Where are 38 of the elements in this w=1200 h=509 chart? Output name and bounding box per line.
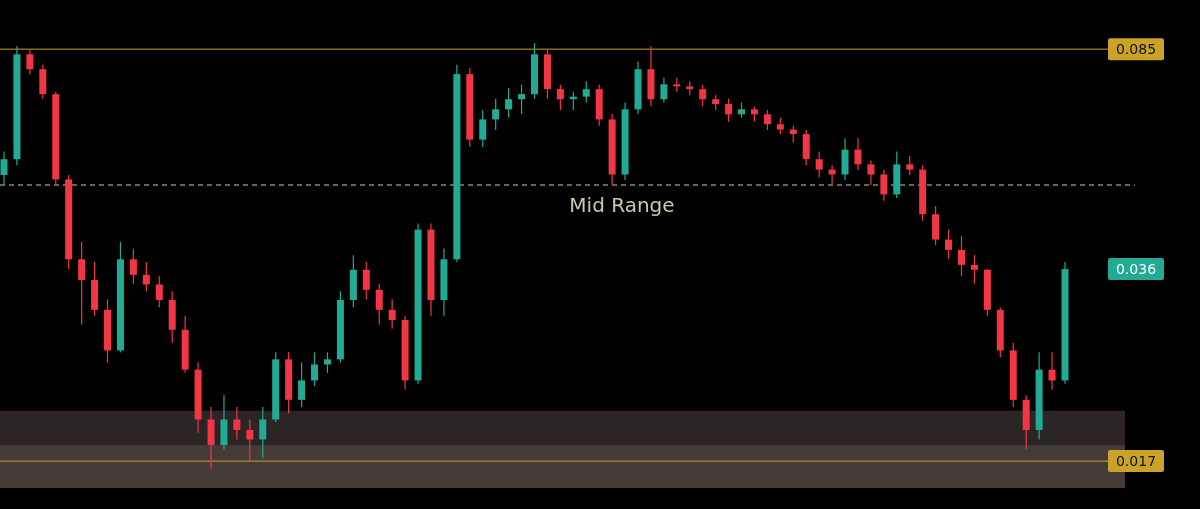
- candlestick: [388, 298, 396, 330]
- candlestick: [26, 48, 34, 76]
- candlestick: [246, 418, 254, 462]
- candlestick: [479, 109, 487, 148]
- candlestick: [298, 361, 306, 408]
- candlestick: [763, 109, 771, 131]
- candlestick: [142, 261, 150, 292]
- candlestick: [880, 169, 888, 202]
- candlestick: [311, 351, 319, 387]
- ref-line-label: 0.085: [1115, 41, 1157, 58]
- candlestick: [699, 84, 707, 107]
- candlestick: [660, 77, 668, 104]
- candlestick: [1048, 351, 1056, 390]
- candlestick: [945, 229, 953, 260]
- candlestick: [725, 98, 733, 123]
- candlestick: [78, 241, 86, 326]
- candlestick: [867, 159, 875, 186]
- candlestick: [362, 261, 370, 300]
- candlestick: [129, 247, 137, 285]
- candlestick: [505, 87, 513, 119]
- text: 0.036: [1115, 261, 1157, 278]
- candlestick: [323, 351, 331, 374]
- candlestick: [492, 98, 500, 131]
- candlestick: [375, 283, 383, 326]
- ref-line-label: Mid Range: [569, 192, 675, 217]
- ref-line-label: 0.017: [1115, 453, 1157, 470]
- candlestick: [970, 254, 978, 285]
- candlestick: [0, 150, 8, 186]
- candlestick: [957, 235, 965, 277]
- candlestick: [233, 406, 241, 441]
- candlestick: [518, 84, 526, 115]
- candlestick: [155, 275, 163, 308]
- candlestick: [556, 84, 564, 111]
- candlestick: [854, 137, 862, 171]
- candlestick: [582, 80, 590, 104]
- candlestick: [815, 150, 823, 179]
- candlestick: [259, 406, 267, 459]
- candlestick: [906, 155, 914, 176]
